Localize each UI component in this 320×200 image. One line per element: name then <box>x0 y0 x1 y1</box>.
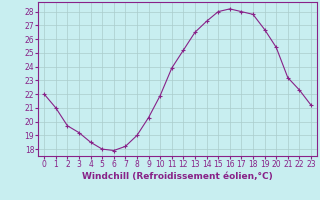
X-axis label: Windchill (Refroidissement éolien,°C): Windchill (Refroidissement éolien,°C) <box>82 172 273 181</box>
